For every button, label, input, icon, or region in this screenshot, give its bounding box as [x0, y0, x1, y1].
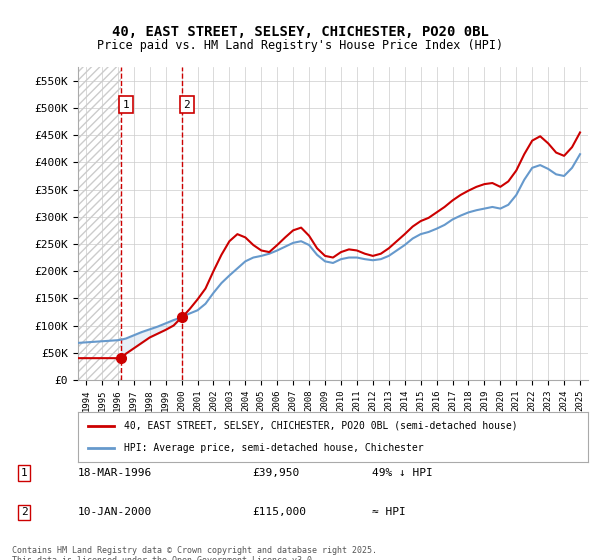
Text: 40, EAST STREET, SELSEY, CHICHESTER, PO20 0BL (semi-detached house): 40, EAST STREET, SELSEY, CHICHESTER, PO2…: [124, 421, 518, 431]
Text: £115,000: £115,000: [252, 507, 306, 517]
Text: 1: 1: [20, 468, 28, 478]
Text: 10-JAN-2000: 10-JAN-2000: [78, 507, 152, 517]
Text: £39,950: £39,950: [252, 468, 299, 478]
Text: 2: 2: [20, 507, 28, 517]
Text: 18-MAR-1996: 18-MAR-1996: [78, 468, 152, 478]
Text: Price paid vs. HM Land Registry's House Price Index (HPI): Price paid vs. HM Land Registry's House …: [97, 39, 503, 52]
Text: Contains HM Land Registry data © Crown copyright and database right 2025.
This d: Contains HM Land Registry data © Crown c…: [12, 546, 377, 560]
Text: 49% ↓ HPI: 49% ↓ HPI: [372, 468, 433, 478]
Text: 2: 2: [184, 100, 190, 110]
Text: ≈ HPI: ≈ HPI: [372, 507, 406, 517]
Text: 40, EAST STREET, SELSEY, CHICHESTER, PO20 0BL: 40, EAST STREET, SELSEY, CHICHESTER, PO2…: [112, 25, 488, 39]
Text: 1: 1: [122, 100, 130, 110]
Text: HPI: Average price, semi-detached house, Chichester: HPI: Average price, semi-detached house,…: [124, 443, 424, 453]
